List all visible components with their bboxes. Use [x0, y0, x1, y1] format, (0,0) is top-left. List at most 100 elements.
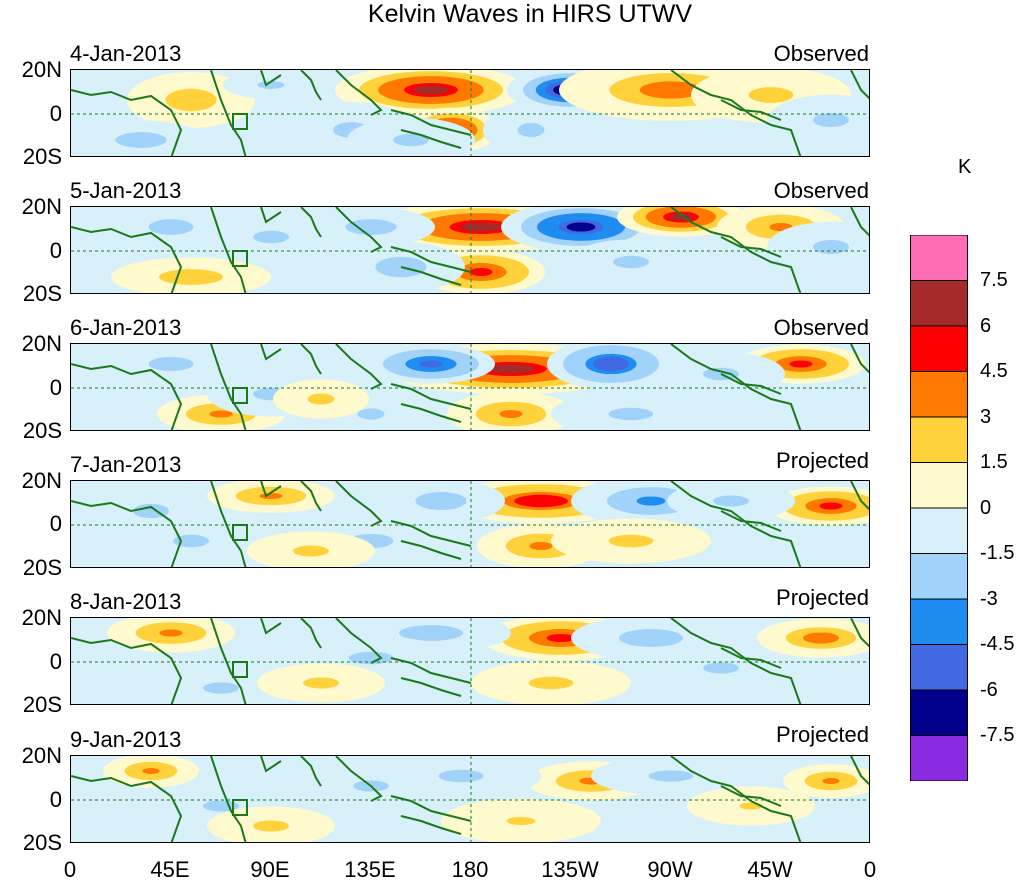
coastline: [335, 207, 383, 253]
anomaly-contour: [616, 536, 646, 546]
anomaly-field: [71, 344, 869, 430]
coastline: [400, 266, 462, 286]
panel-2-lat-0: 0: [49, 238, 62, 263]
panel-2-lat-20s: 20S: [22, 281, 62, 306]
panel-4-lat-20n: 20N: [21, 468, 62, 493]
anomaly-contour: [636, 633, 666, 643]
coastline: [390, 109, 472, 136]
map-panel-1: [70, 69, 870, 157]
coastline: [300, 344, 322, 375]
region-marker: [232, 113, 248, 130]
anomaly-contour: [209, 802, 233, 810]
colorbar-label-neg-1-5: -1.5: [980, 542, 1015, 564]
anomaly-contour: [619, 257, 643, 267]
colorbar-label-neg-4-5: -4.5: [980, 633, 1015, 655]
lon-label-90e: 90E: [250, 857, 290, 882]
coastline: [260, 207, 282, 224]
panel-6-lat-0: 0: [49, 787, 62, 812]
coastline: [71, 363, 183, 430]
anomaly-contour: [523, 496, 559, 506]
colorbar-swatch: [910, 462, 968, 509]
panel-1-date: 4-Jan-2013: [70, 41, 182, 66]
coastline: [335, 70, 383, 116]
panel-5-status: Projected: [776, 585, 869, 610]
panel-4-date: 7-Jan-2013: [70, 452, 182, 477]
anomaly-contour: [259, 232, 283, 242]
anomaly-contour: [709, 664, 733, 672]
coastline: [300, 207, 322, 238]
anomaly-contour: [209, 410, 233, 418]
colorbar-swatch: [910, 598, 968, 645]
panel-3-lat-20s: 20S: [22, 418, 62, 443]
coastline: [300, 756, 322, 787]
coastline: [71, 775, 183, 842]
panel-3-lat-20n: 20N: [21, 331, 62, 356]
colorbar-label-neg-6: -6: [980, 679, 998, 701]
map-panel-5: [70, 617, 870, 705]
colorbar-label-3: 3: [980, 406, 992, 428]
panel-6-status: Projected: [776, 722, 869, 747]
anomaly-contour: [506, 816, 536, 826]
panel-3-date: 6-Jan-2013: [70, 315, 182, 340]
panel-4-lat-20s: 20S: [22, 555, 62, 580]
anomaly-contour: [309, 679, 333, 687]
lon-label-0: 0: [63, 857, 77, 882]
anomaly-contour: [529, 541, 553, 551]
lon-label-0-end: 0: [863, 857, 877, 882]
colorbar-label-0: 0: [980, 497, 992, 519]
anomaly-contour: [259, 492, 283, 500]
coastline: [850, 756, 869, 786]
anomaly-field: [71, 618, 869, 704]
lon-label-90w: 90W: [647, 857, 693, 882]
colorbar-swatch: [910, 644, 968, 691]
anomaly-contour: [460, 222, 502, 232]
coastline: [720, 99, 782, 121]
map-panel-6: [70, 755, 870, 843]
coastline: [670, 70, 802, 156]
panel-5-lat-20s: 20S: [22, 692, 62, 717]
panel-5-lat-20n: 20N: [21, 605, 62, 630]
coastline: [720, 647, 782, 669]
colorbar-swatch: [910, 371, 968, 418]
coastline: [260, 618, 282, 635]
coastline: [400, 403, 462, 423]
coastline: [210, 618, 247, 704]
colorbar-label-6: 6: [980, 315, 992, 337]
anomaly-contour: [416, 629, 446, 637]
coastline: [300, 70, 322, 101]
anomaly-contour: [299, 547, 323, 555]
coastline: [400, 815, 462, 835]
coastline: [335, 344, 383, 390]
anomaly-contour: [522, 125, 540, 135]
anomaly-contour: [616, 409, 646, 419]
anomaly-contour: [179, 94, 203, 106]
lon-label-45w: 45W: [747, 857, 793, 882]
coastline: [300, 481, 322, 512]
colorbar-label-1-5: 1.5: [980, 451, 1008, 473]
anomaly-contour: [469, 267, 493, 277]
coastline: [71, 637, 183, 704]
colorbar-swatch: [910, 325, 968, 372]
coastline: [670, 618, 802, 704]
anomaly-contour: [209, 684, 233, 692]
coastline: [390, 657, 472, 684]
colorbar-label-neg-7-5: -7.5: [980, 724, 1015, 746]
colorbar-label-7-5: 7.5: [980, 269, 1008, 291]
coastline: [720, 373, 782, 395]
coastline: [71, 500, 183, 567]
coastline: [670, 207, 802, 293]
coastline: [210, 756, 247, 842]
coastline: [850, 618, 869, 648]
lon-label-135w: 135W: [541, 857, 599, 882]
region-marker: [232, 387, 248, 404]
panel-5-date: 8-Jan-2013: [70, 589, 182, 614]
anomaly-contour: [156, 221, 186, 233]
panel-1-lat-20s: 20S: [22, 144, 62, 169]
panel-2-lat-20n: 20N: [21, 194, 62, 219]
anomaly-contour: [179, 536, 203, 546]
map-panel-2: [70, 206, 870, 294]
anomaly-contour: [419, 360, 443, 368]
coastline: [720, 236, 782, 258]
anomaly-contour: [142, 767, 160, 775]
anomaly-contour: [789, 360, 813, 368]
